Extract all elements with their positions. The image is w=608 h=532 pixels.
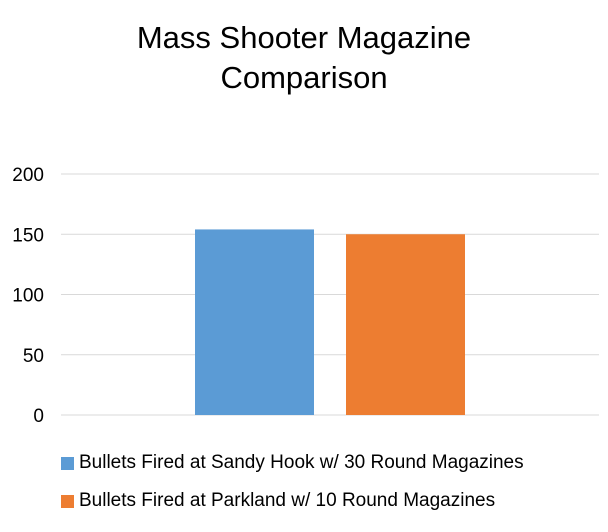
legend-swatch-parkland	[61, 494, 74, 508]
y-tick-label-3: 150	[12, 225, 44, 246]
chart-legend: Bullets Fired at Sandy Hook w/ 30 Round …	[61, 452, 524, 528]
legend-label-sandy-hook: Bullets Fired at Sandy Hook w/ 30 Round …	[79, 452, 524, 473]
y-tick-label-2: 100	[12, 286, 44, 307]
legend-label-parkland: Bullets Fired at Parkland w/ 10 Round Ma…	[79, 490, 496, 511]
y-tick-label-1: 50	[23, 346, 44, 367]
legend-item-sandy-hook: Bullets Fired at Sandy Hook w/ 30 Round …	[61, 452, 524, 474]
legend-item-parkland: Bullets Fired at Parkland w/ 10 Round Ma…	[61, 490, 524, 512]
y-tick-label-4: 200	[12, 165, 44, 186]
y-tick-label-0: 0	[33, 406, 44, 427]
bar-parkland	[346, 234, 465, 415]
chart-title: Mass Shooter Magazine Comparison	[136, 20, 472, 95]
legend-swatch-sandy-hook	[61, 456, 74, 470]
bar-sandy-hook	[195, 229, 314, 415]
